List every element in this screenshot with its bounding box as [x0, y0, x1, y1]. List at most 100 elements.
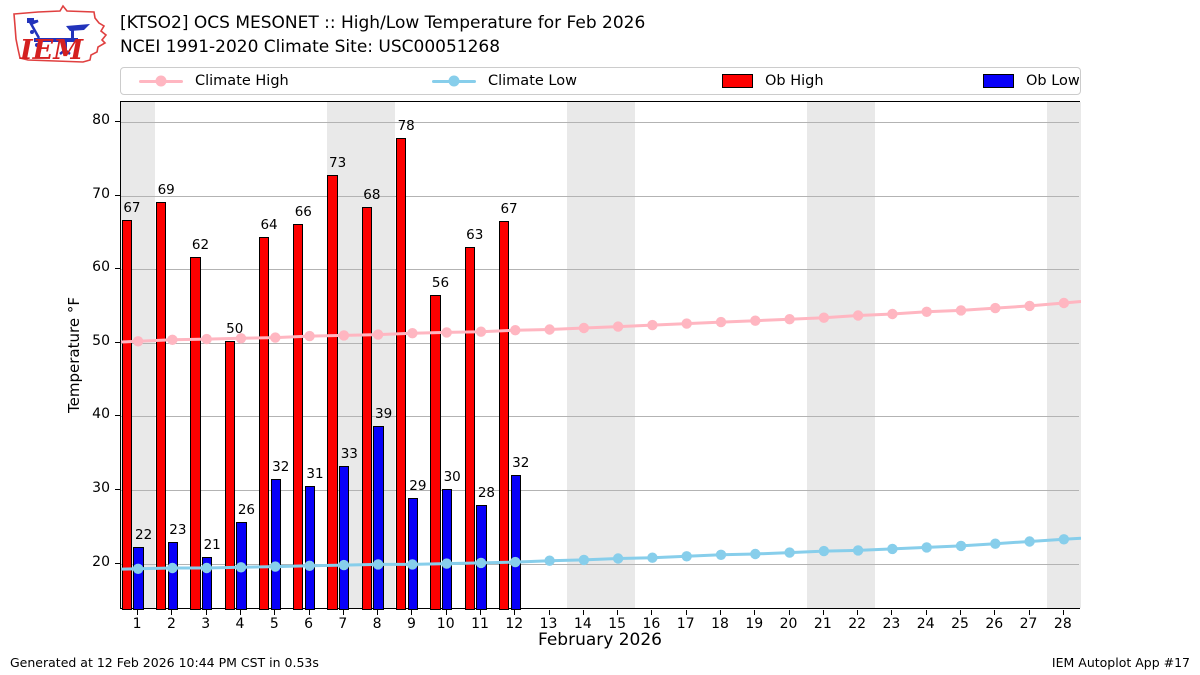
x-tick-mark — [582, 610, 584, 615]
legend-item-label: Climate Low — [488, 73, 577, 89]
x-tick-label: 1 — [132, 616, 142, 632]
climate-low-marker-icon — [407, 559, 418, 570]
ob-high-value-label: 78 — [397, 118, 415, 135]
chart-title: [KTSO2] OCS MESONET :: High/Low Temperat… — [120, 13, 646, 33]
climate-high-marker-icon — [270, 332, 281, 343]
climate-low-marker-icon — [201, 562, 212, 574]
y-tick-mark — [115, 562, 120, 564]
x-tick-label: 9 — [406, 616, 416, 632]
x-tick-label: 27 — [1019, 616, 1038, 632]
climate-high-marker-icon — [132, 336, 144, 347]
climate-low-marker-icon — [612, 553, 624, 564]
x-tick-mark — [685, 610, 687, 615]
climate-high-marker-icon — [235, 333, 247, 344]
weekend-band — [1046, 102, 1081, 608]
ob-high-bar — [156, 202, 167, 610]
climate-low-marker-icon — [441, 558, 452, 569]
legend-item-label: Ob Low — [1026, 73, 1080, 89]
x-tick-mark — [720, 610, 721, 615]
climate-high-line — [121, 300, 1081, 344]
ob-high-value-label: 50 — [226, 321, 244, 338]
ob-low-value-label: 29 — [409, 478, 427, 495]
climate-high-marker-icon — [338, 330, 350, 341]
ob-low-bar — [442, 488, 453, 610]
x-tick-label: 20 — [779, 616, 798, 632]
x-tick-label: 23 — [882, 616, 901, 632]
x-tick-label: 21 — [813, 616, 832, 632]
x-tick-mark — [137, 610, 139, 615]
ob-low-bar — [133, 546, 144, 610]
climate-high-marker-icon — [647, 319, 658, 331]
legend-swatch-icon — [983, 74, 1014, 88]
y-tick-label: 60 — [92, 259, 110, 276]
y-tick-mark — [115, 268, 120, 270]
x-tick-label: 10 — [436, 616, 455, 632]
y-tick-mark — [115, 488, 120, 490]
x-tick-mark — [617, 610, 619, 615]
x-tick-mark — [445, 610, 447, 615]
x-tick-mark — [411, 610, 413, 615]
x-tick-mark — [342, 610, 344, 615]
y-tick-mark — [115, 120, 120, 122]
weekend-band — [566, 102, 636, 608]
weekend-band — [806, 102, 876, 608]
ob-low-value-label: 21 — [203, 536, 221, 553]
climate-low-marker-icon — [1058, 534, 1070, 545]
ob-high-bar — [224, 341, 235, 610]
x-tick-mark — [205, 610, 207, 615]
chart-title-block: [KTSO2] OCS MESONET :: High/Low Temperat… — [120, 11, 645, 59]
ob-high-bar — [190, 256, 201, 610]
legend-line-marker-icon — [139, 75, 183, 87]
y-tick-label: 40 — [92, 406, 110, 423]
x-tick-label: 15 — [608, 616, 627, 632]
ob-low-bar — [270, 478, 281, 610]
x-tick-mark — [822, 610, 824, 615]
climate-low-marker-icon — [338, 559, 350, 571]
ob-high-value-label: 67 — [500, 201, 518, 218]
weather-vane-glyph — [27, 18, 90, 55]
climate-high-marker-icon — [681, 318, 692, 329]
y-tick-label: 20 — [92, 553, 110, 570]
x-tick-mark — [891, 610, 893, 615]
y-tick-mark — [115, 194, 120, 196]
x-tick-label: 8 — [372, 616, 382, 632]
ob-low-bar — [167, 541, 179, 610]
x-tick-mark — [857, 610, 859, 615]
climate-low-marker-icon — [372, 559, 384, 570]
x-tick-mark — [994, 610, 996, 615]
climate-low-marker-icon — [475, 557, 487, 569]
iem-logo: IEM — [13, 4, 108, 66]
ob-high-bar — [327, 174, 338, 610]
climate-low-marker-icon — [852, 545, 864, 556]
legend-dot-icon — [155, 75, 167, 87]
x-tick-label: 22 — [848, 616, 867, 632]
climate-lines-layer — [121, 297, 1081, 574]
x-tick-mark — [240, 610, 241, 615]
y-tick-label: 50 — [92, 332, 110, 349]
climate-low-marker-icon — [270, 561, 281, 572]
x-tick-label: 2 — [166, 616, 176, 632]
gridline — [121, 195, 1079, 197]
climate-high-marker-icon — [750, 315, 761, 326]
x-tick-label: 24 — [916, 616, 935, 632]
x-tick-label: 4 — [235, 616, 245, 632]
ob-low-bar — [407, 498, 419, 610]
climate-high-marker-icon — [1058, 297, 1070, 309]
y-tick-label: 70 — [92, 185, 110, 202]
legend-item-label: Ob High — [765, 73, 824, 89]
climate-low-marker-icon — [578, 554, 590, 566]
x-tick-mark — [514, 610, 516, 615]
ob-high-value-label: 68 — [363, 187, 381, 204]
x-tick-mark — [274, 610, 276, 615]
gridline — [121, 563, 1079, 565]
x-tick-mark — [960, 610, 961, 615]
ob-high-bar — [396, 138, 407, 610]
x-tick-label: 17 — [676, 616, 695, 632]
ob-low-value-label: 23 — [169, 521, 187, 538]
climate-high-marker-icon — [955, 305, 967, 316]
climate-low-marker-icon — [921, 542, 932, 553]
ob-high-bar — [464, 247, 475, 610]
climate-low-marker-icon — [235, 562, 247, 573]
x-tick-mark — [377, 610, 379, 615]
climate-high-marker-icon — [1024, 300, 1035, 312]
